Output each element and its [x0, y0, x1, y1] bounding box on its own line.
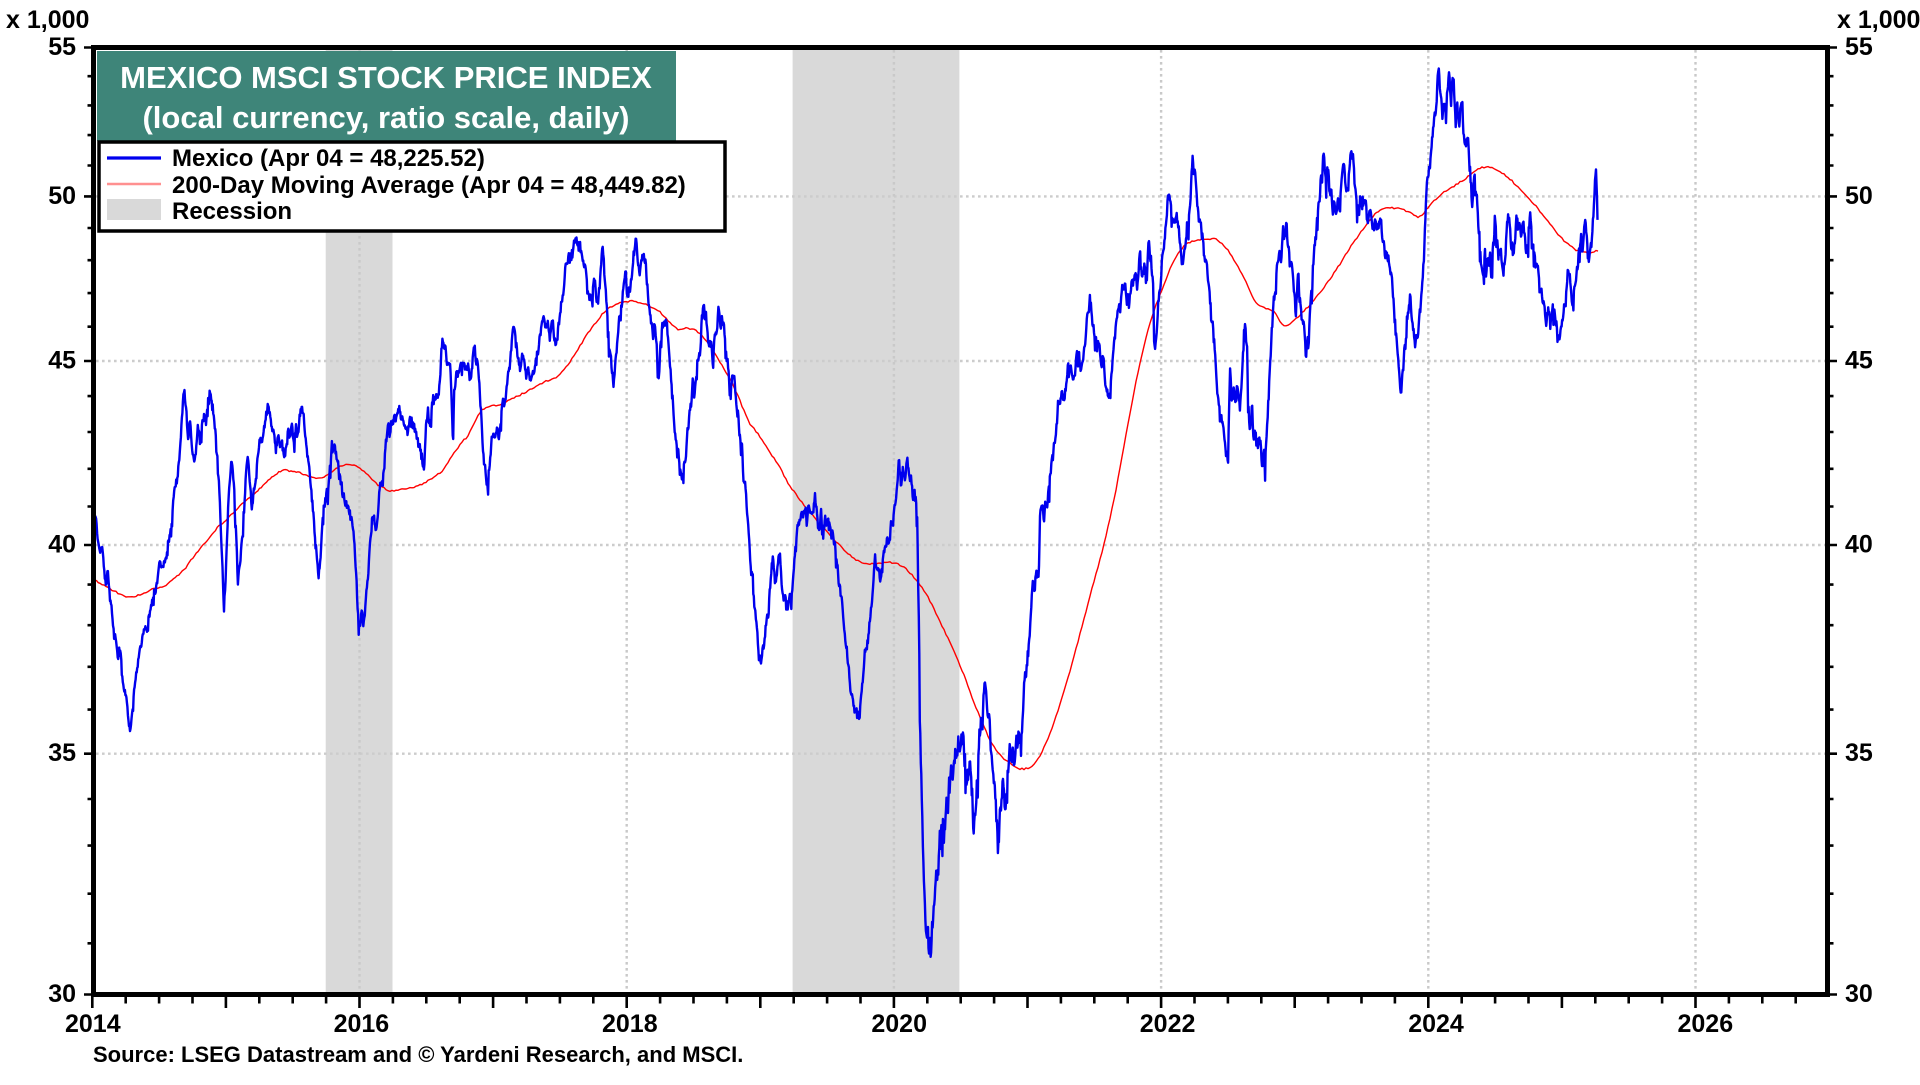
svg-text:2026: 2026	[1677, 1010, 1733, 1038]
svg-text:30: 30	[48, 980, 76, 1008]
svg-text:Recession: Recession	[172, 198, 292, 225]
svg-text:50: 50	[48, 182, 76, 210]
svg-text:35: 35	[48, 739, 76, 767]
svg-text:x 1,000: x 1,000	[1837, 6, 1920, 34]
svg-text:Source: LSEG Datastream and ©: Source: LSEG Datastream and © Yardeni Re…	[93, 1042, 743, 1067]
svg-text:x 1,000: x 1,000	[6, 6, 89, 34]
svg-text:55: 55	[48, 33, 76, 61]
svg-text:2022: 2022	[1140, 1010, 1196, 1038]
svg-text:40: 40	[48, 531, 76, 559]
svg-text:Mexico (Apr 04 = 48,225.52): Mexico (Apr 04 = 48,225.52)	[172, 145, 485, 172]
svg-text:45: 45	[1845, 347, 1873, 375]
svg-text:55: 55	[1845, 33, 1873, 61]
svg-text:40: 40	[1845, 531, 1873, 559]
svg-text:30: 30	[1845, 980, 1873, 1008]
svg-text:50: 50	[1845, 182, 1873, 210]
svg-text:2014: 2014	[65, 1010, 121, 1038]
svg-text:2020: 2020	[871, 1010, 927, 1038]
svg-text:(local currency, ratio scale,: (local currency, ratio scale, daily)	[142, 100, 629, 135]
svg-text:2016: 2016	[334, 1010, 390, 1038]
svg-text:200-Day Moving Average (Apr 04: 200-Day Moving Average (Apr 04 = 48,449.…	[172, 172, 686, 199]
svg-text:MEXICO MSCI STOCK PRICE INDEX: MEXICO MSCI STOCK PRICE INDEX	[120, 60, 652, 95]
svg-text:35: 35	[1845, 739, 1873, 767]
svg-text:45: 45	[48, 347, 76, 375]
svg-text:2018: 2018	[602, 1010, 658, 1038]
svg-text:2024: 2024	[1408, 1010, 1464, 1038]
